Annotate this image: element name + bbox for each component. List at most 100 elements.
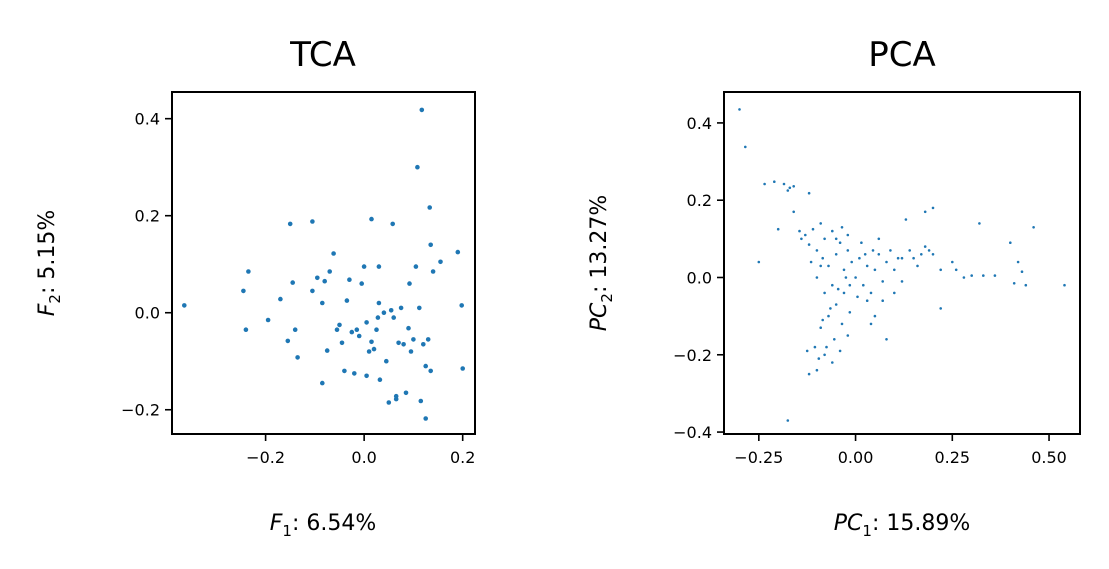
tca-x-tick-label: 0.2 bbox=[450, 448, 475, 467]
pca-data-point bbox=[1063, 283, 1066, 287]
pca-data-point bbox=[842, 291, 846, 295]
tca-data-point bbox=[419, 107, 425, 113]
pca-data-point bbox=[877, 253, 881, 256]
tca-data-point bbox=[285, 338, 291, 344]
pca-data-point bbox=[1024, 283, 1028, 287]
tca-data-point bbox=[295, 355, 300, 360]
pca-data-point bbox=[788, 186, 792, 190]
pca-data-point bbox=[951, 260, 954, 264]
tca-x-axis-label: F1: 6.54% bbox=[270, 511, 377, 540]
pca-data-point bbox=[811, 227, 815, 231]
tca-data-point bbox=[374, 327, 379, 333]
pca-x-axis-label: PC1: 15.89% bbox=[834, 511, 970, 540]
tca-data-point bbox=[425, 337, 431, 342]
pca-data-point bbox=[807, 191, 811, 195]
pca-data-point bbox=[858, 256, 861, 260]
pca-data-point bbox=[993, 274, 997, 277]
pca-data-point bbox=[846, 249, 850, 252]
pca-data-point bbox=[862, 283, 865, 287]
tca-data-point bbox=[459, 303, 465, 308]
pca-data-point bbox=[931, 253, 935, 256]
pca-data-point bbox=[881, 299, 884, 303]
pca-data-point bbox=[846, 334, 850, 337]
pca-ticks: −0.25 0.00 0.25 0.50 −0.4 −0.2 0.0 0.2 0.4 bbox=[673, 114, 1067, 467]
pca-data-point bbox=[825, 345, 828, 349]
tca-data-point bbox=[347, 277, 352, 283]
pca-data-point bbox=[815, 368, 819, 372]
tca-points bbox=[182, 107, 466, 421]
tca-y-axis-subscript: 2 bbox=[46, 294, 64, 304]
pca-data-point bbox=[939, 307, 942, 310]
tca-data-point bbox=[460, 366, 466, 371]
pca-data-point bbox=[970, 274, 973, 277]
pca-data-point bbox=[827, 314, 830, 318]
pca-data-point bbox=[854, 276, 857, 279]
pca-data-point bbox=[786, 419, 790, 422]
pca-data-point bbox=[863, 253, 867, 256]
tca-data-point bbox=[384, 358, 389, 364]
pca-data-point bbox=[804, 233, 807, 237]
pca-panel: PCA −0.25 0.00 0.25 0.50 −0.4 −0.2 0.0 0.2 0.4 P… bbox=[587, 35, 1081, 540]
pca-data-point bbox=[834, 237, 838, 241]
tca-data-point bbox=[290, 280, 296, 285]
tca-title: TCA bbox=[289, 35, 356, 75]
pca-data-point bbox=[850, 260, 853, 264]
pca-data-point bbox=[786, 189, 790, 192]
pca-data-point bbox=[982, 274, 985, 277]
tca-data-point bbox=[320, 300, 325, 306]
tca-data-point bbox=[265, 317, 271, 323]
pca-data-point bbox=[896, 256, 900, 260]
pca-data-point bbox=[962, 276, 966, 279]
pca-data-point bbox=[833, 338, 836, 341]
tca-y-axis-label: F2: 5.15% bbox=[35, 210, 64, 317]
pca-data-point bbox=[931, 206, 935, 210]
pca-data-point bbox=[846, 233, 850, 237]
tca-data-point bbox=[369, 339, 374, 345]
tca-x-tick-label: 0.0 bbox=[351, 448, 376, 467]
pca-data-point bbox=[827, 264, 830, 268]
pca-points bbox=[738, 108, 1066, 422]
tca-y-axis-symbol: F bbox=[35, 303, 60, 316]
tca-data-point bbox=[427, 205, 433, 210]
tca-data-point bbox=[354, 327, 360, 333]
tca-data-point bbox=[278, 296, 283, 302]
pca-data-point bbox=[831, 361, 834, 364]
pca-x-axis-subscript: 1 bbox=[862, 522, 872, 540]
pca-data-point bbox=[763, 182, 766, 186]
tca-data-point bbox=[320, 380, 325, 386]
tca-data-point bbox=[287, 221, 293, 227]
pca-data-point bbox=[831, 283, 834, 287]
pca-data-point bbox=[848, 283, 852, 287]
tca-data-point bbox=[376, 264, 382, 269]
pca-x-tick-label: 0.00 bbox=[838, 448, 874, 467]
pca-data-point bbox=[819, 264, 822, 268]
pca-data-point bbox=[923, 245, 927, 248]
pca-data-point bbox=[819, 222, 822, 225]
tca-data-point bbox=[337, 322, 342, 328]
tca-data-point bbox=[428, 242, 434, 248]
pca-data-point bbox=[831, 229, 834, 233]
pca-data-point bbox=[834, 253, 838, 256]
pca-data-point bbox=[908, 249, 911, 252]
pca-data-point bbox=[838, 349, 842, 353]
pca-data-point bbox=[792, 210, 795, 214]
pca-data-point bbox=[904, 218, 908, 221]
pca-data-point bbox=[757, 260, 761, 264]
pca-plot-frame bbox=[723, 91, 1081, 435]
pca-y-tick-label: 0.4 bbox=[687, 114, 712, 133]
tca-data-point bbox=[386, 400, 392, 405]
pca-data-point bbox=[1009, 241, 1012, 244]
pca-data-point bbox=[815, 249, 819, 252]
pca-data-point bbox=[860, 241, 863, 244]
tca-data-point bbox=[438, 259, 443, 265]
pca-data-point bbox=[889, 249, 892, 252]
tca-data-point bbox=[371, 346, 377, 352]
tca-data-point bbox=[310, 288, 315, 294]
pca-data-point bbox=[821, 318, 824, 322]
pca-y-axis-symbol: PC bbox=[587, 302, 612, 331]
tca-data-point bbox=[388, 308, 394, 313]
tca-data-point bbox=[344, 298, 350, 303]
pca-data-point bbox=[840, 226, 844, 229]
pca-data-point bbox=[819, 326, 822, 330]
